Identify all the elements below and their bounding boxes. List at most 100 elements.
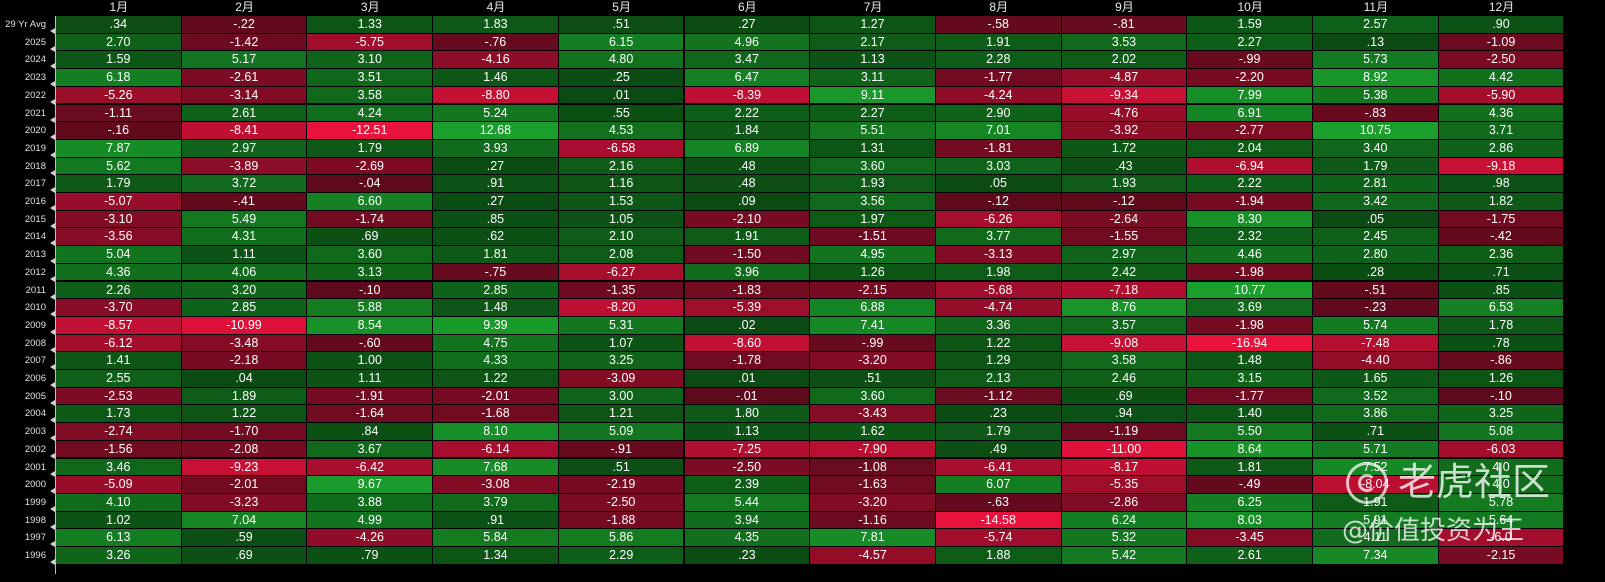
heatmap-cell: 2.61 bbox=[1187, 547, 1313, 565]
heatmap-cell: -3.08 bbox=[433, 476, 559, 494]
heatmap-cell: 9.39 bbox=[433, 316, 559, 335]
heatmap-cell: -.99 bbox=[1187, 51, 1313, 70]
heatmap-cell: -6.26 bbox=[935, 210, 1062, 229]
heatmap-cell: -5.39 bbox=[684, 299, 811, 317]
heatmap-cell: 1.79 bbox=[1313, 157, 1439, 176]
row-label: 2025 bbox=[24, 36, 46, 48]
heatmap-cell: 2.26 bbox=[56, 281, 182, 300]
heatmap-cell: -8.57 bbox=[56, 316, 182, 335]
heatmap-cell: -5.09 bbox=[56, 476, 182, 494]
heatmap-cell: 8.76 bbox=[1061, 299, 1188, 317]
heatmap-cell: .23 bbox=[684, 547, 811, 565]
month-header: 12月 bbox=[1488, 0, 1515, 14]
heatmap-cell: -8.60 bbox=[684, 334, 811, 353]
heatmap-cell: 3.79 bbox=[433, 493, 559, 512]
heatmap-cell: 1.82 bbox=[1438, 193, 1565, 211]
heatmap-cell: -1.75 bbox=[1438, 210, 1565, 229]
heatmap-cell: -.10 bbox=[307, 281, 434, 300]
heatmap-cell: 7.99 bbox=[1187, 86, 1313, 105]
heatmap-cell: -1.55 bbox=[1061, 228, 1188, 247]
heatmap-cell: 5.24 bbox=[433, 104, 559, 123]
heatmap-cell: -8.04 bbox=[1313, 476, 1439, 494]
heatmap-cell: 1.05 bbox=[558, 210, 685, 229]
heatmap-cell: 3.53 bbox=[1061, 33, 1188, 52]
heatmap-cell: 3.52 bbox=[1313, 387, 1439, 406]
heatmap-cell: -5.68 bbox=[935, 281, 1062, 300]
heatmap-cell: 2.90 bbox=[935, 104, 1062, 123]
heatmap-cell: -.58 bbox=[935, 16, 1062, 34]
heatmap-cell: .05 bbox=[1313, 210, 1439, 229]
heatmap-cell: -9.18 bbox=[1438, 157, 1565, 176]
heatmap-cell: 2.13 bbox=[935, 370, 1062, 388]
heatmap-cell: 5.64 bbox=[1438, 511, 1565, 530]
heatmap-cell: -1.16 bbox=[810, 511, 936, 530]
heatmap-cell: .01 bbox=[684, 370, 811, 388]
heatmap-cell: 1.79 bbox=[935, 423, 1062, 441]
heatmap-cell: 3.20 bbox=[181, 281, 308, 300]
heatmap-cell: 1.13 bbox=[684, 423, 811, 441]
heatmap-cell: 2.85 bbox=[433, 281, 559, 300]
heatmap-cell: -5.90 bbox=[1438, 86, 1565, 105]
heatmap-cell: 4.06 bbox=[181, 263, 308, 282]
heatmap-cell: 2.97 bbox=[1061, 246, 1188, 264]
heatmap-cell: -3.70 bbox=[56, 299, 182, 317]
heatmap-cell: -6.14 bbox=[433, 440, 559, 459]
row-marker-icon bbox=[50, 45, 55, 52]
heatmap-cell: -7.25 bbox=[684, 440, 811, 459]
heatmap-cell: -3.56 bbox=[56, 228, 182, 247]
row-label: 2008 bbox=[24, 337, 46, 349]
month-header: 6月 bbox=[738, 0, 757, 14]
heatmap-cell: -.41 bbox=[181, 193, 308, 211]
heatmap-cell: 4.33 bbox=[433, 352, 559, 370]
heatmap-cell: 5.51 bbox=[810, 122, 936, 140]
heatmap-cell: -1.98 bbox=[1187, 263, 1313, 282]
heatmap-cell: -1.56 bbox=[56, 440, 182, 459]
heatmap-cell: 3.60 bbox=[810, 387, 936, 406]
heatmap-cell: -1.83 bbox=[684, 281, 811, 300]
heatmap-cell: 4.11 bbox=[1313, 529, 1439, 547]
heatmap-cell: 1.89 bbox=[181, 387, 308, 406]
heatmap-cell: -5.35 bbox=[1061, 476, 1188, 494]
row-marker-icon bbox=[50, 488, 55, 495]
row-marker-icon bbox=[50, 541, 55, 548]
heatmap-cell: .55 bbox=[558, 104, 685, 123]
row-marker-icon bbox=[50, 98, 55, 105]
heatmap-cell: 3.25 bbox=[558, 352, 685, 370]
heatmap-cell: 12.68 bbox=[433, 122, 559, 140]
heatmap-cell: .05 bbox=[935, 175, 1062, 193]
heatmap-cell: 2.36 bbox=[1438, 246, 1565, 264]
heatmap-cell: -6.58 bbox=[558, 139, 685, 158]
row-label: 2004 bbox=[24, 408, 46, 420]
heatmap-cell: 3.58 bbox=[307, 86, 434, 105]
heatmap-cell: .51 bbox=[558, 458, 685, 477]
heatmap-cell: -1.09 bbox=[1438, 33, 1565, 52]
heatmap-cell: -2.08 bbox=[181, 440, 308, 459]
heatmap-cell: 1.13 bbox=[810, 51, 936, 70]
heatmap-cell: 8.64 bbox=[1187, 440, 1313, 459]
row-marker-icon bbox=[50, 293, 55, 300]
heatmap-cell: -9.08 bbox=[1061, 334, 1188, 353]
heatmap-cell: 3.47 bbox=[684, 51, 811, 70]
heatmap-cell: 2.57 bbox=[1313, 16, 1439, 34]
heatmap-cell: 3.36 bbox=[935, 316, 1062, 335]
row-label: 2016 bbox=[24, 196, 46, 207]
heatmap-cell: 2.61 bbox=[181, 104, 308, 123]
heatmap-cell: 7.87 bbox=[56, 139, 182, 158]
heatmap-cell: -14.58 bbox=[935, 511, 1062, 530]
heatmap-cell: 1.48 bbox=[1187, 352, 1313, 370]
heatmap-cell: -2.20 bbox=[1187, 69, 1313, 87]
heatmap-cell: -.75 bbox=[433, 263, 559, 282]
heatmap-cell: -2.50 bbox=[558, 493, 685, 512]
heatmap-cell: 3.72 bbox=[181, 175, 308, 193]
heatmap-cell: 10.75 bbox=[1313, 122, 1439, 140]
heatmap-cell: -.16 bbox=[56, 122, 182, 140]
heatmap-cell: 3.60 bbox=[307, 246, 434, 264]
row-label: 2020 bbox=[24, 125, 46, 137]
heatmap-cell: 4.24 bbox=[307, 104, 434, 123]
heatmap-cell: 1.91 bbox=[935, 33, 1062, 52]
heatmap-cell: 5.17 bbox=[181, 51, 308, 70]
row-label: 1998 bbox=[24, 514, 46, 526]
row-marker-icon bbox=[50, 311, 55, 318]
heatmap-cell: .69 bbox=[1061, 387, 1188, 406]
heatmap-cell: -2.50 bbox=[684, 458, 811, 477]
